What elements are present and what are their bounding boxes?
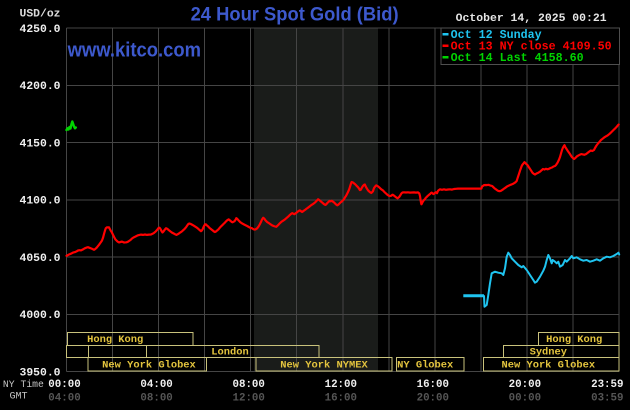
- svg-text:New York NYMEX: New York NYMEX: [280, 359, 368, 371]
- svg-text:USD/oz: USD/oz: [20, 9, 61, 21]
- svg-text:00:00: 00:00: [48, 379, 80, 391]
- svg-text:Oct 14 Last 4158.60: Oct 14 Last 4158.60: [451, 52, 584, 65]
- svg-text:Sydney: Sydney: [530, 347, 568, 359]
- svg-text:12:00: 12:00: [233, 393, 265, 405]
- svg-text:4000.0: 4000.0: [20, 310, 61, 322]
- svg-text:New York Globex: New York Globex: [102, 359, 196, 371]
- svg-text:20:00: 20:00: [509, 379, 541, 391]
- svg-text:00:00: 00:00: [509, 393, 541, 405]
- svg-text:23:59: 23:59: [591, 379, 623, 391]
- svg-text:London: London: [211, 347, 248, 359]
- svg-text:Hong Kong: Hong Kong: [87, 334, 143, 346]
- svg-text:4200.0: 4200.0: [20, 81, 61, 93]
- svg-text:04:00: 04:00: [140, 379, 172, 391]
- svg-text:Oct 12 Sunday: Oct 12 Sunday: [451, 29, 542, 42]
- svg-text:08:00: 08:00: [233, 379, 265, 391]
- svg-text:24 Hour Spot Gold (Bid): 24 Hour Spot Gold (Bid): [191, 5, 399, 26]
- svg-text:4050.0: 4050.0: [20, 253, 61, 265]
- svg-text:Hong Kong: Hong Kong: [546, 334, 602, 346]
- svg-text:16:00: 16:00: [417, 379, 449, 391]
- svg-text:3950.0: 3950.0: [20, 367, 61, 379]
- svg-text:Oct 13 NY close 4109.50: Oct 13 NY close 4109.50: [451, 41, 612, 54]
- svg-text:4150.0: 4150.0: [20, 138, 61, 150]
- svg-text:4250.0: 4250.0: [20, 24, 61, 36]
- svg-text:GMT: GMT: [10, 391, 28, 402]
- svg-text:www.kitco.com: www.kitco.com: [67, 40, 201, 62]
- svg-text:20:00: 20:00: [417, 393, 449, 405]
- svg-text:04:00: 04:00: [48, 393, 80, 405]
- svg-text:October 14, 2025 00:21: October 14, 2025 00:21: [456, 13, 607, 25]
- svg-text:16:00: 16:00: [325, 393, 357, 405]
- svg-text:03:59: 03:59: [591, 393, 623, 405]
- svg-text:NY Time: NY Time: [3, 379, 44, 391]
- svg-text:4100.0: 4100.0: [20, 196, 61, 208]
- svg-text:12:00: 12:00: [325, 379, 357, 391]
- svg-text:New York Globex: New York Globex: [502, 359, 596, 371]
- svg-text:NY Globex: NY Globex: [397, 359, 453, 371]
- svg-text:08:00: 08:00: [140, 393, 172, 405]
